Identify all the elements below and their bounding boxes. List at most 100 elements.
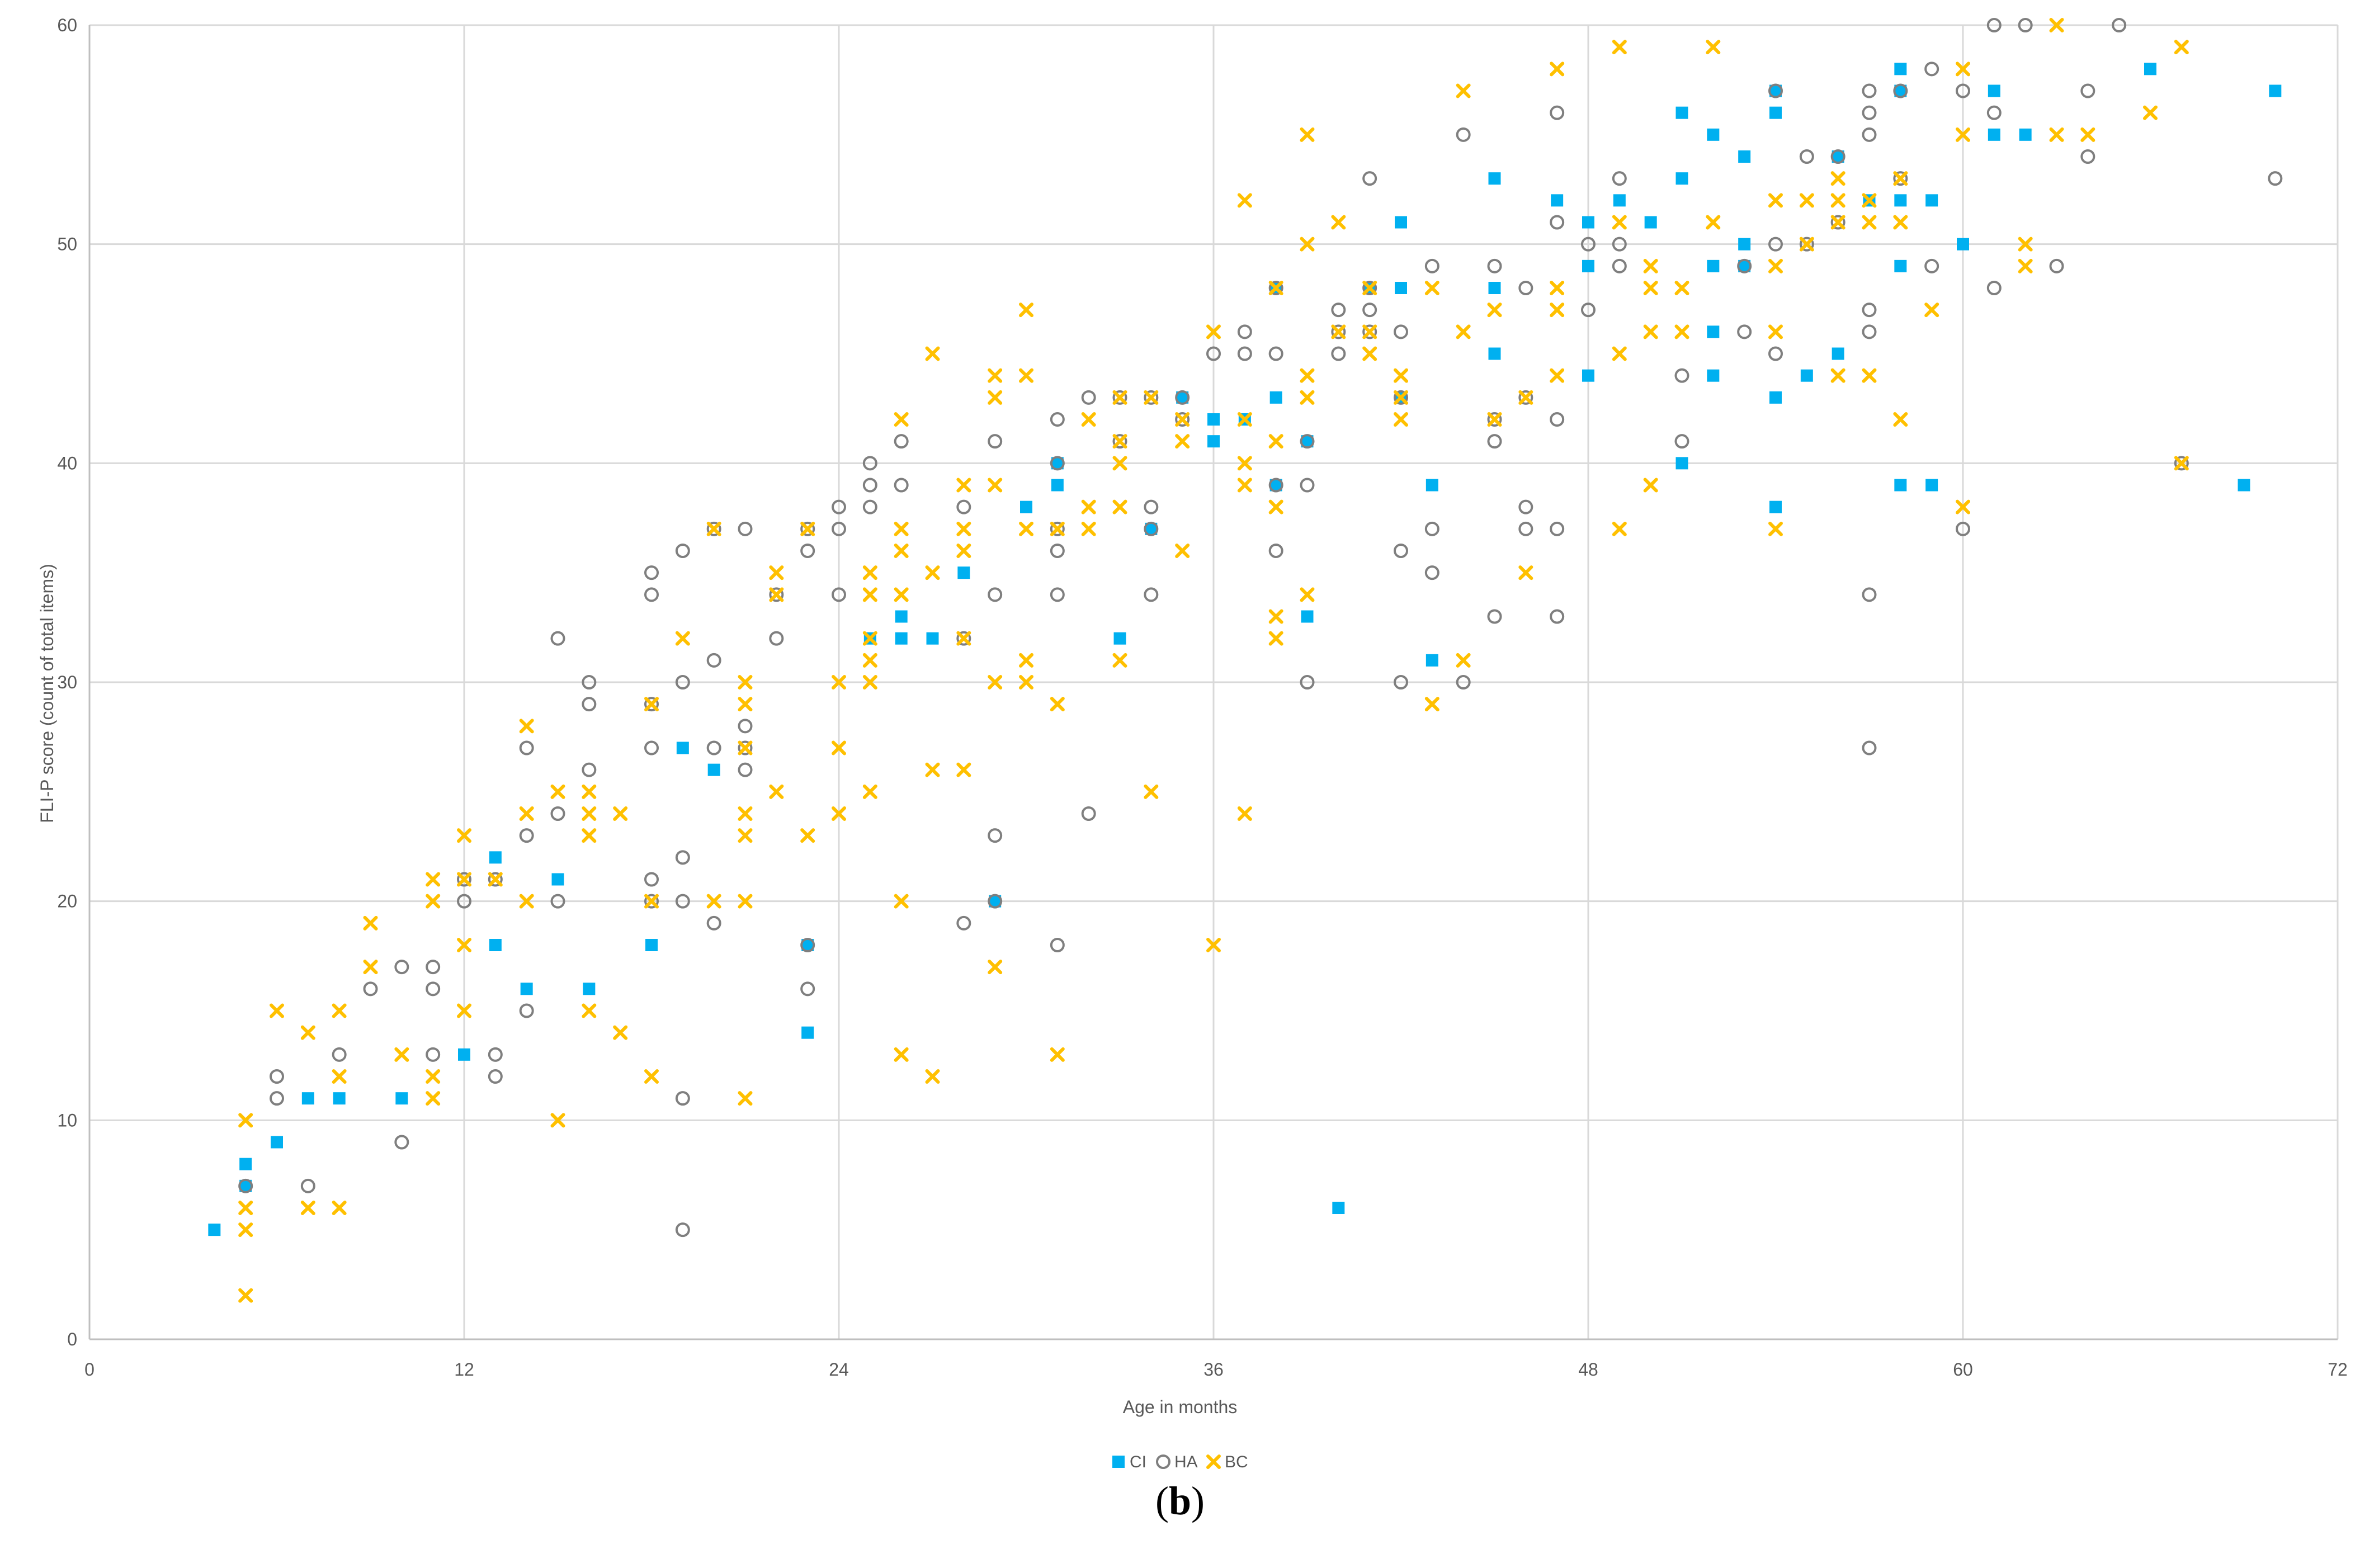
data-point-bc [550,1113,565,1128]
data-point-ci [551,873,564,886]
data-point-ha [394,1135,409,1150]
data-point-bc [1237,806,1252,821]
data-point-ha [2112,18,2127,32]
x-axis-title: Age in months [1123,1397,1238,1417]
data-point-ha [1674,434,1689,449]
data-point-bc [238,1222,253,1238]
data-point-bc [1862,193,1877,208]
data-point-ha [550,894,565,909]
tick-labels: 0 10 20 30 40 50 60 0 12 24 36 48 60 72 [57,15,2347,1380]
data-point-bc [1830,171,1845,186]
data-point-bc [1550,62,1565,77]
data-point-ha [832,499,846,514]
data-point-ha [988,828,1003,843]
data-point-ha [1456,127,1471,142]
data-point-bc [1394,412,1408,427]
x-tick-label: 24 [829,1359,849,1380]
data-point-ha [332,1047,347,1062]
data-point-bc [1300,390,1315,405]
data-series [208,18,2283,1303]
data-point-ci [1925,479,1938,492]
data-point-ci [1051,479,1064,492]
data-point-ha [738,762,753,777]
data-point-ci [1613,194,1626,207]
data-point-ha [1050,544,1065,558]
data-point-ha [956,631,971,646]
data-point-bc [1612,346,1627,361]
data-point-ha [426,960,441,975]
data-point-bc [1643,258,1658,273]
data-point-ha [1331,346,1346,361]
data-point-ha [2080,149,2095,164]
legend-item-ci: CI [1112,1453,1146,1471]
data-point-ci [1113,632,1126,645]
data-point-ci [1207,435,1220,448]
data-point-bc [988,960,1003,975]
data-point-bc [1331,215,1346,230]
data-point-ha [1612,258,1627,273]
data-point-ci [1582,216,1594,229]
caption-close-paren: ) [1191,1479,1205,1523]
data-point-ha [894,478,909,493]
data-point-ci [1832,150,1844,163]
data-point-bc [1456,653,1471,668]
data-point-bc [1424,281,1439,295]
data-point-bc [988,390,1003,405]
legend-marker-ha [1156,1454,1170,1469]
data-point-bc [1300,127,1315,142]
data-point-ha [1394,544,1408,558]
data-point-ha [862,478,877,493]
data-point-ha [644,587,659,602]
x-tick-label: 12 [454,1359,474,1380]
data-point-ha [706,653,721,668]
data-point-ha [675,1222,690,1238]
data-point-ha [1862,740,1877,755]
data-point-ha [1612,171,1627,186]
data-point-ci [1395,282,1407,294]
data-point-bc [1893,215,1908,230]
data-point-ha [675,675,690,689]
data-point-ha [832,587,846,602]
data-point-ha [426,1047,441,1062]
data-point-ha [1394,675,1408,689]
data-point-bc [457,872,471,887]
data-point-bc [1268,434,1283,449]
data-point-bc [550,784,565,799]
legend: CI HA BC [1112,1453,1248,1471]
data-point-ha [1799,237,1814,252]
data-point-bc [363,915,378,931]
data-point-ha [1050,938,1065,952]
data-point-bc [1550,368,1565,383]
data-point-ha [1518,499,1533,514]
data-point-ha [800,521,815,536]
series-bc [238,18,2189,1303]
data-point-ha [1300,434,1315,449]
data-point-ci [2019,128,2032,141]
data-point-ha [1737,258,1752,273]
data-point-ha [1237,324,1252,339]
data-point-bc [1112,499,1127,514]
data-point-bc [582,828,597,843]
data-point-ha [1268,346,1283,361]
data-point-ha [1830,215,1845,230]
data-point-bc [862,565,877,580]
data-point-bc [862,653,877,668]
data-point-ci [1332,1202,1345,1214]
data-point-ha [1394,390,1408,405]
data-point-bc [238,1201,253,1215]
x-tick-label: 0 [84,1359,95,1380]
data-point-ha [1268,478,1283,493]
data-point-ci [1894,63,1907,75]
data-point-bc [1362,324,1377,339]
data-point-ha [1050,412,1065,427]
data-point-bc [1862,215,1877,230]
data-point-ci [1988,84,2000,97]
data-point-bc [1643,324,1658,339]
data-point-ha [706,521,721,536]
data-point-ha [1986,18,2002,32]
legend-item-ha: HA [1156,1453,1198,1471]
data-point-bc [769,587,784,602]
data-point-ha [1175,412,1190,427]
data-point-ha [1175,390,1190,405]
data-point-ha [1550,609,1565,624]
